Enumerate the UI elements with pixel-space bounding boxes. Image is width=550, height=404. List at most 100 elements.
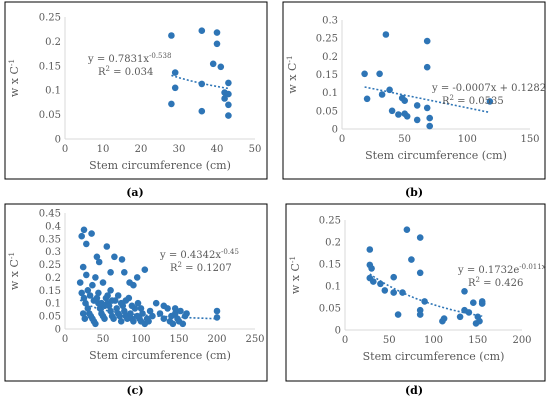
data-point [121,269,128,276]
data-point [127,310,134,317]
y-axis-label: w x C-1 [285,55,299,93]
data-point [101,315,108,323]
panel-frame [285,203,546,382]
data-point [107,269,114,276]
data-point [225,112,232,119]
data-point [84,287,92,294]
data-point [416,234,424,241]
panel-caption: (d) [405,384,423,397]
x-tick-label: 200 [512,335,531,346]
data-point [421,298,428,305]
y-tick-label: 0.3 [45,247,61,258]
data-point [221,95,228,102]
trendline-equation: y = 0.7831x-0.538 [87,52,171,65]
y-tick-label: 0.45 [39,209,61,220]
trendline-equation: y = -0.0007x + 0.1282 [431,83,546,94]
equation-base: y = 0.1732e [457,265,519,276]
x-tick-label: 100 [458,134,477,145]
data-point [376,70,383,78]
data-point [78,289,85,297]
equation-base: y = -0.0007x + 0.1282 [431,83,546,94]
x-axis-label: Stem circumference (cm) [89,159,231,172]
panel-caption: (c) [126,384,143,397]
x-tick-label: 0 [62,144,68,155]
data-point [105,302,113,310]
y-tick-label: 0.2 [45,37,61,48]
panel-frame [282,1,546,180]
data-point [80,226,88,234]
y-axis-label-sup: -1 [285,55,294,62]
r-squared-sup: 2 [450,94,454,102]
data-point [130,318,137,325]
data-point [80,294,88,302]
data-point [121,307,128,315]
y-tick-label: 0.25 [39,260,61,271]
data-point [79,263,87,271]
panel-frame [4,203,268,382]
data-point [95,289,102,297]
data-point [146,307,154,315]
data-point [81,315,89,323]
x-tick-label: 150 [520,134,539,145]
data-point [108,297,116,304]
data-point [171,84,179,92]
data-point [168,100,175,108]
y-tick-label: 0.35 [39,234,61,245]
data-point [92,320,99,328]
y-tick-label: 0.4 [45,221,61,232]
y-axis-label-text: w x C [286,63,299,94]
data-point [130,281,137,289]
data-point [225,79,232,87]
y-axis-label-sup: -1 [7,252,16,259]
data-point [478,300,486,307]
data-point [141,266,149,274]
data-point [416,311,424,318]
x-tick-label: 50 [249,144,262,155]
x-tick-label: 40 [211,144,224,155]
x-tick-label: 0 [62,334,68,345]
trendline-equation: y = 0.4342x-0.45 [159,248,239,261]
data-point [92,274,99,281]
data-point [390,289,398,296]
y-axis-label: w x C-1 [7,252,21,290]
data-point [82,299,89,307]
data-point [486,98,494,105]
y-tick-label: 0.15 [39,286,61,297]
y-tick-label: 0.1 [45,86,61,97]
trendline-equation: y = 0.1732e-0.011x [457,263,546,276]
r-squared-value: = 0.0535 [454,96,504,107]
r-squared-r: R [442,96,450,107]
data-point [149,312,156,320]
data-point [156,310,164,317]
equation-exponent: -0.538 [149,52,171,60]
data-point [465,309,473,316]
data-point [377,280,384,288]
data-point [401,97,409,104]
x-tick-label: 50 [398,134,411,145]
y-axis-label-sup: -1 [288,256,297,263]
panel-caption: (b) [405,186,423,199]
data-point [171,305,179,312]
data-point [225,90,232,98]
panel-frame [4,1,268,180]
y-tick-label: 0 [332,125,338,136]
data-point [152,299,160,307]
equation-base: y = 0.4342x [159,250,221,261]
data-point [78,232,85,240]
data-point [408,256,415,263]
y-tick-label: 0.25 [39,13,61,24]
data-point [456,313,464,321]
r-squared-value: = 0.1207 [182,263,232,274]
data-point [413,116,421,124]
y-tick-label: 0.15 [39,61,61,72]
y-axis-label-sup: -1 [7,59,16,66]
data-point [124,315,131,323]
x-tick-label: 50 [383,335,396,346]
r-squared-sup: 2 [178,261,182,269]
data-point [134,299,142,307]
r-squared: R2 = 0.1207 [170,261,232,274]
equation-exponent: -0.011x [519,263,545,271]
data-point [86,292,94,299]
data-point [361,70,368,78]
chart-panel: 0 0.05 0.1 0.15 0.2 0.25 0 50 100 150 200 Stem circ… [285,203,546,382]
